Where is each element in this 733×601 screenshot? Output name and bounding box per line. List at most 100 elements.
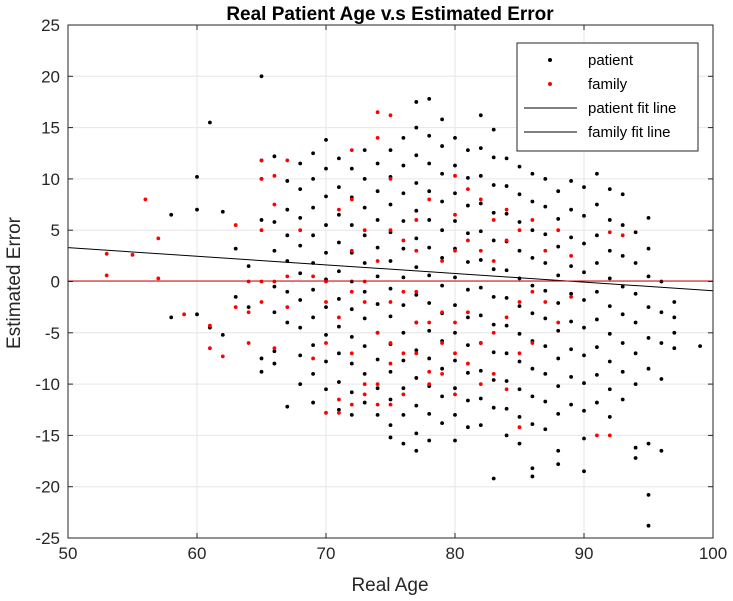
patient-point bbox=[337, 407, 341, 412]
patient-point bbox=[569, 347, 573, 352]
family-point bbox=[208, 346, 212, 351]
patient-point bbox=[349, 279, 354, 284]
family-point bbox=[453, 392, 457, 397]
patient-point bbox=[466, 425, 470, 430]
patient-point bbox=[362, 289, 367, 294]
patient-point bbox=[569, 235, 573, 240]
patient-point bbox=[595, 233, 599, 238]
patient-point bbox=[543, 232, 548, 237]
patient-point bbox=[530, 228, 535, 233]
patient-point bbox=[478, 173, 483, 178]
family-point bbox=[556, 320, 561, 325]
patient-point bbox=[530, 199, 535, 204]
patient-point bbox=[362, 177, 367, 181]
patient-point bbox=[246, 264, 251, 269]
patient-point bbox=[311, 151, 315, 156]
patient-point bbox=[491, 238, 496, 243]
patient-point bbox=[337, 240, 341, 245]
patient-point bbox=[427, 356, 432, 361]
patient-point bbox=[246, 305, 251, 310]
patient-point bbox=[272, 310, 277, 315]
family-point bbox=[491, 371, 496, 376]
patient-point bbox=[659, 279, 664, 284]
patient-point bbox=[195, 207, 199, 212]
patient-point bbox=[440, 117, 444, 122]
patient-point bbox=[646, 366, 651, 371]
x-tick-label: 90 bbox=[575, 544, 594, 563]
patient-point bbox=[388, 259, 393, 263]
x-tick-label: 50 bbox=[59, 544, 78, 563]
patient-point bbox=[285, 404, 290, 409]
patient-point bbox=[311, 287, 315, 292]
patient-point bbox=[620, 284, 625, 289]
family-point bbox=[272, 279, 277, 284]
family-point bbox=[517, 228, 522, 233]
patient-point bbox=[504, 406, 509, 411]
patient-point bbox=[414, 403, 419, 408]
patient-point bbox=[311, 315, 315, 320]
family-point bbox=[530, 218, 535, 222]
patient-point bbox=[401, 386, 406, 391]
family-point bbox=[246, 279, 251, 284]
patient-point bbox=[646, 215, 651, 220]
patient-point bbox=[440, 171, 444, 176]
patient-point bbox=[556, 273, 561, 278]
family-point bbox=[517, 351, 522, 356]
patient-point bbox=[543, 399, 548, 404]
family-point bbox=[349, 351, 354, 356]
patient-point bbox=[453, 330, 457, 335]
patient-point bbox=[285, 320, 290, 325]
family-point bbox=[607, 433, 612, 438]
patient-point bbox=[466, 398, 470, 403]
patient-point bbox=[556, 328, 561, 333]
patient-point bbox=[478, 113, 483, 118]
patient-point bbox=[440, 256, 444, 260]
patient-point bbox=[337, 351, 341, 356]
patient-point bbox=[672, 330, 677, 335]
patient-point bbox=[414, 208, 419, 213]
family-point bbox=[466, 310, 470, 315]
family-point bbox=[337, 397, 341, 402]
family-point bbox=[285, 305, 290, 310]
patient-point bbox=[672, 346, 677, 351]
patient-point bbox=[427, 301, 432, 305]
patient-point bbox=[478, 229, 483, 234]
patient-point bbox=[633, 351, 638, 356]
family-point bbox=[285, 158, 290, 163]
patient-point bbox=[375, 274, 380, 279]
patient-point bbox=[569, 207, 573, 212]
patient-point bbox=[272, 349, 277, 354]
family-point bbox=[208, 323, 212, 328]
patient-point bbox=[478, 313, 483, 318]
patient-point bbox=[195, 312, 199, 317]
patient-point bbox=[491, 378, 496, 382]
patient-point bbox=[349, 390, 354, 395]
family-point bbox=[569, 294, 573, 299]
patient-point bbox=[285, 207, 290, 212]
patient-point bbox=[582, 469, 586, 474]
patient-point bbox=[466, 203, 470, 208]
patient-point bbox=[633, 261, 638, 265]
patient-point bbox=[414, 125, 419, 130]
family-point bbox=[298, 228, 303, 233]
patient-point bbox=[491, 476, 496, 481]
patient-point bbox=[388, 423, 393, 428]
patient-point bbox=[672, 315, 677, 320]
patient-point bbox=[556, 301, 561, 305]
patient-point bbox=[504, 351, 509, 356]
patient-point bbox=[169, 315, 174, 320]
patient-point bbox=[453, 386, 457, 391]
family-point bbox=[401, 238, 406, 243]
family-point bbox=[324, 341, 328, 345]
family-point bbox=[466, 187, 470, 192]
patient-point bbox=[646, 336, 651, 340]
patient-point bbox=[582, 381, 586, 385]
family-point bbox=[607, 230, 612, 235]
patient-point bbox=[440, 283, 444, 288]
patient-point bbox=[349, 335, 354, 339]
patient-point bbox=[478, 201, 483, 206]
patient-point bbox=[530, 466, 535, 471]
patient-point bbox=[530, 366, 535, 371]
patient-point bbox=[311, 343, 315, 348]
